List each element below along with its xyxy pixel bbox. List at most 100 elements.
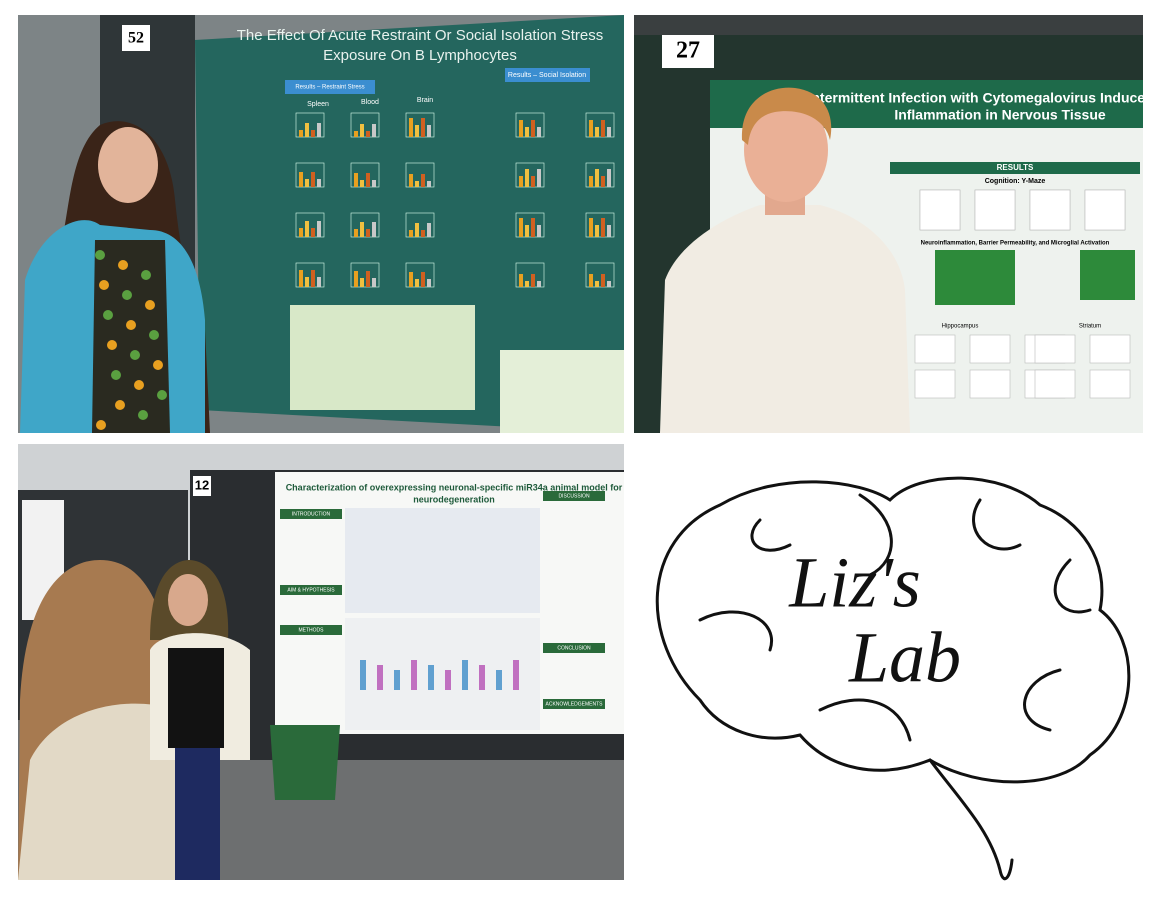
poster-heading: DISCUSSION [558, 493, 590, 499]
dress [92, 240, 170, 433]
mini-bar [427, 223, 431, 237]
mini-bar [525, 169, 529, 187]
poster-title: The Effect Of Acute Restraint Or Social … [237, 27, 604, 44]
poster-heading: Results – Restraint Stress [295, 85, 364, 91]
mini-chart [1089, 334, 1131, 364]
poster-heading: Spleen [307, 101, 329, 108]
dress-fruit [118, 260, 128, 270]
dress-pattern [95, 250, 167, 430]
mini-bar [415, 279, 419, 287]
mini-bar [531, 120, 535, 137]
mini-bar [519, 218, 523, 237]
poster-heading: AIM & HYPOTHESIS [287, 587, 335, 593]
heading-box [280, 625, 342, 635]
brain-folds [698, 493, 1092, 742]
mini-bar [411, 660, 417, 690]
mini-bar [360, 278, 364, 287]
mini-bar [299, 172, 303, 187]
heading-box [280, 585, 342, 595]
mini-bar [589, 274, 593, 287]
dress-fruit [126, 320, 136, 330]
poster-heading: Brain [417, 97, 433, 104]
mini-chart [969, 334, 1011, 364]
skirt [270, 725, 340, 800]
mini-chart [295, 262, 325, 288]
mini-chart [350, 212, 380, 238]
mini-bar [354, 271, 358, 287]
mini-bar [589, 218, 593, 237]
mini-chart [1034, 334, 1076, 364]
heading-box [543, 491, 605, 501]
mini-chart [585, 212, 615, 238]
mini-bar [360, 180, 364, 187]
mini-chart [405, 262, 435, 288]
heading-box [543, 699, 605, 709]
mini-bar [525, 127, 529, 137]
mini-bar [519, 274, 523, 287]
mini-bar [513, 660, 519, 690]
mini-bar [589, 120, 593, 137]
poster-number: 12 [195, 477, 209, 492]
number-card [193, 476, 211, 496]
mini-bar [531, 218, 535, 237]
mini-bar [479, 665, 485, 690]
mini-bar [601, 218, 605, 237]
dress-fruit [134, 380, 144, 390]
shirt [660, 205, 910, 433]
mini-bar [595, 127, 599, 137]
mini-bar [372, 278, 376, 287]
poster-title: Inflammation in Nervous Tissue [894, 107, 1106, 123]
mini-bar [354, 229, 358, 237]
mini-bar [366, 131, 370, 137]
mini-bar [519, 120, 523, 137]
poster-heading: Neuroinflammation, Barrier Permeability,… [921, 241, 1110, 247]
mini-bar [299, 270, 303, 287]
dress-fruit [145, 300, 155, 310]
logo-text: Liz's [788, 543, 920, 623]
mini-bar [415, 125, 419, 137]
mini-bar [428, 665, 434, 690]
poster-heading: ACKNOWLEDGEMENTS [546, 701, 604, 707]
dress-fruit [96, 420, 106, 430]
poster-title: Intermittent Infection with Cytomegalovi… [807, 90, 1164, 106]
mini-chart [585, 262, 615, 288]
poster-number: 27 [676, 38, 700, 64]
mini-bar [317, 179, 321, 187]
figure-panel [345, 618, 540, 730]
mini-bar [427, 181, 431, 187]
heading-box [890, 162, 1140, 174]
mini-bar [317, 123, 321, 137]
dress-fruit [130, 350, 140, 360]
face [98, 127, 158, 203]
mini-chart [969, 369, 1011, 399]
mini-bar [537, 127, 541, 137]
heading-box [543, 643, 605, 653]
mini-chart [515, 112, 545, 138]
mini-bar [305, 123, 309, 137]
photo-restraint-poster: 52 The Effect Of Acute Restraint Or Soci… [18, 15, 624, 433]
dress-fruit [115, 400, 125, 410]
mini-bar [427, 125, 431, 137]
mini-chart [1084, 189, 1126, 231]
mini-chart [515, 162, 545, 188]
mini-chart [295, 212, 325, 238]
mini-chart [515, 212, 545, 238]
mini-chart [1145, 370, 1164, 398]
mini-bar [595, 169, 599, 187]
mini-bar [311, 172, 315, 187]
mini-bar [595, 281, 599, 287]
mini-bar [366, 229, 370, 237]
poster-heading: CONCLUSION [557, 645, 591, 651]
dress-fruit [103, 310, 113, 320]
poster-heading: RESULTS [997, 163, 1034, 172]
top [168, 648, 224, 748]
mini-bar [366, 173, 370, 187]
poster-table [290, 305, 475, 410]
mini-chart [295, 162, 325, 188]
mini-bar [421, 174, 425, 187]
mini-bar [607, 127, 611, 137]
mini-chart [1089, 369, 1131, 399]
mini-bar [394, 670, 400, 690]
mini-bar [421, 118, 425, 137]
